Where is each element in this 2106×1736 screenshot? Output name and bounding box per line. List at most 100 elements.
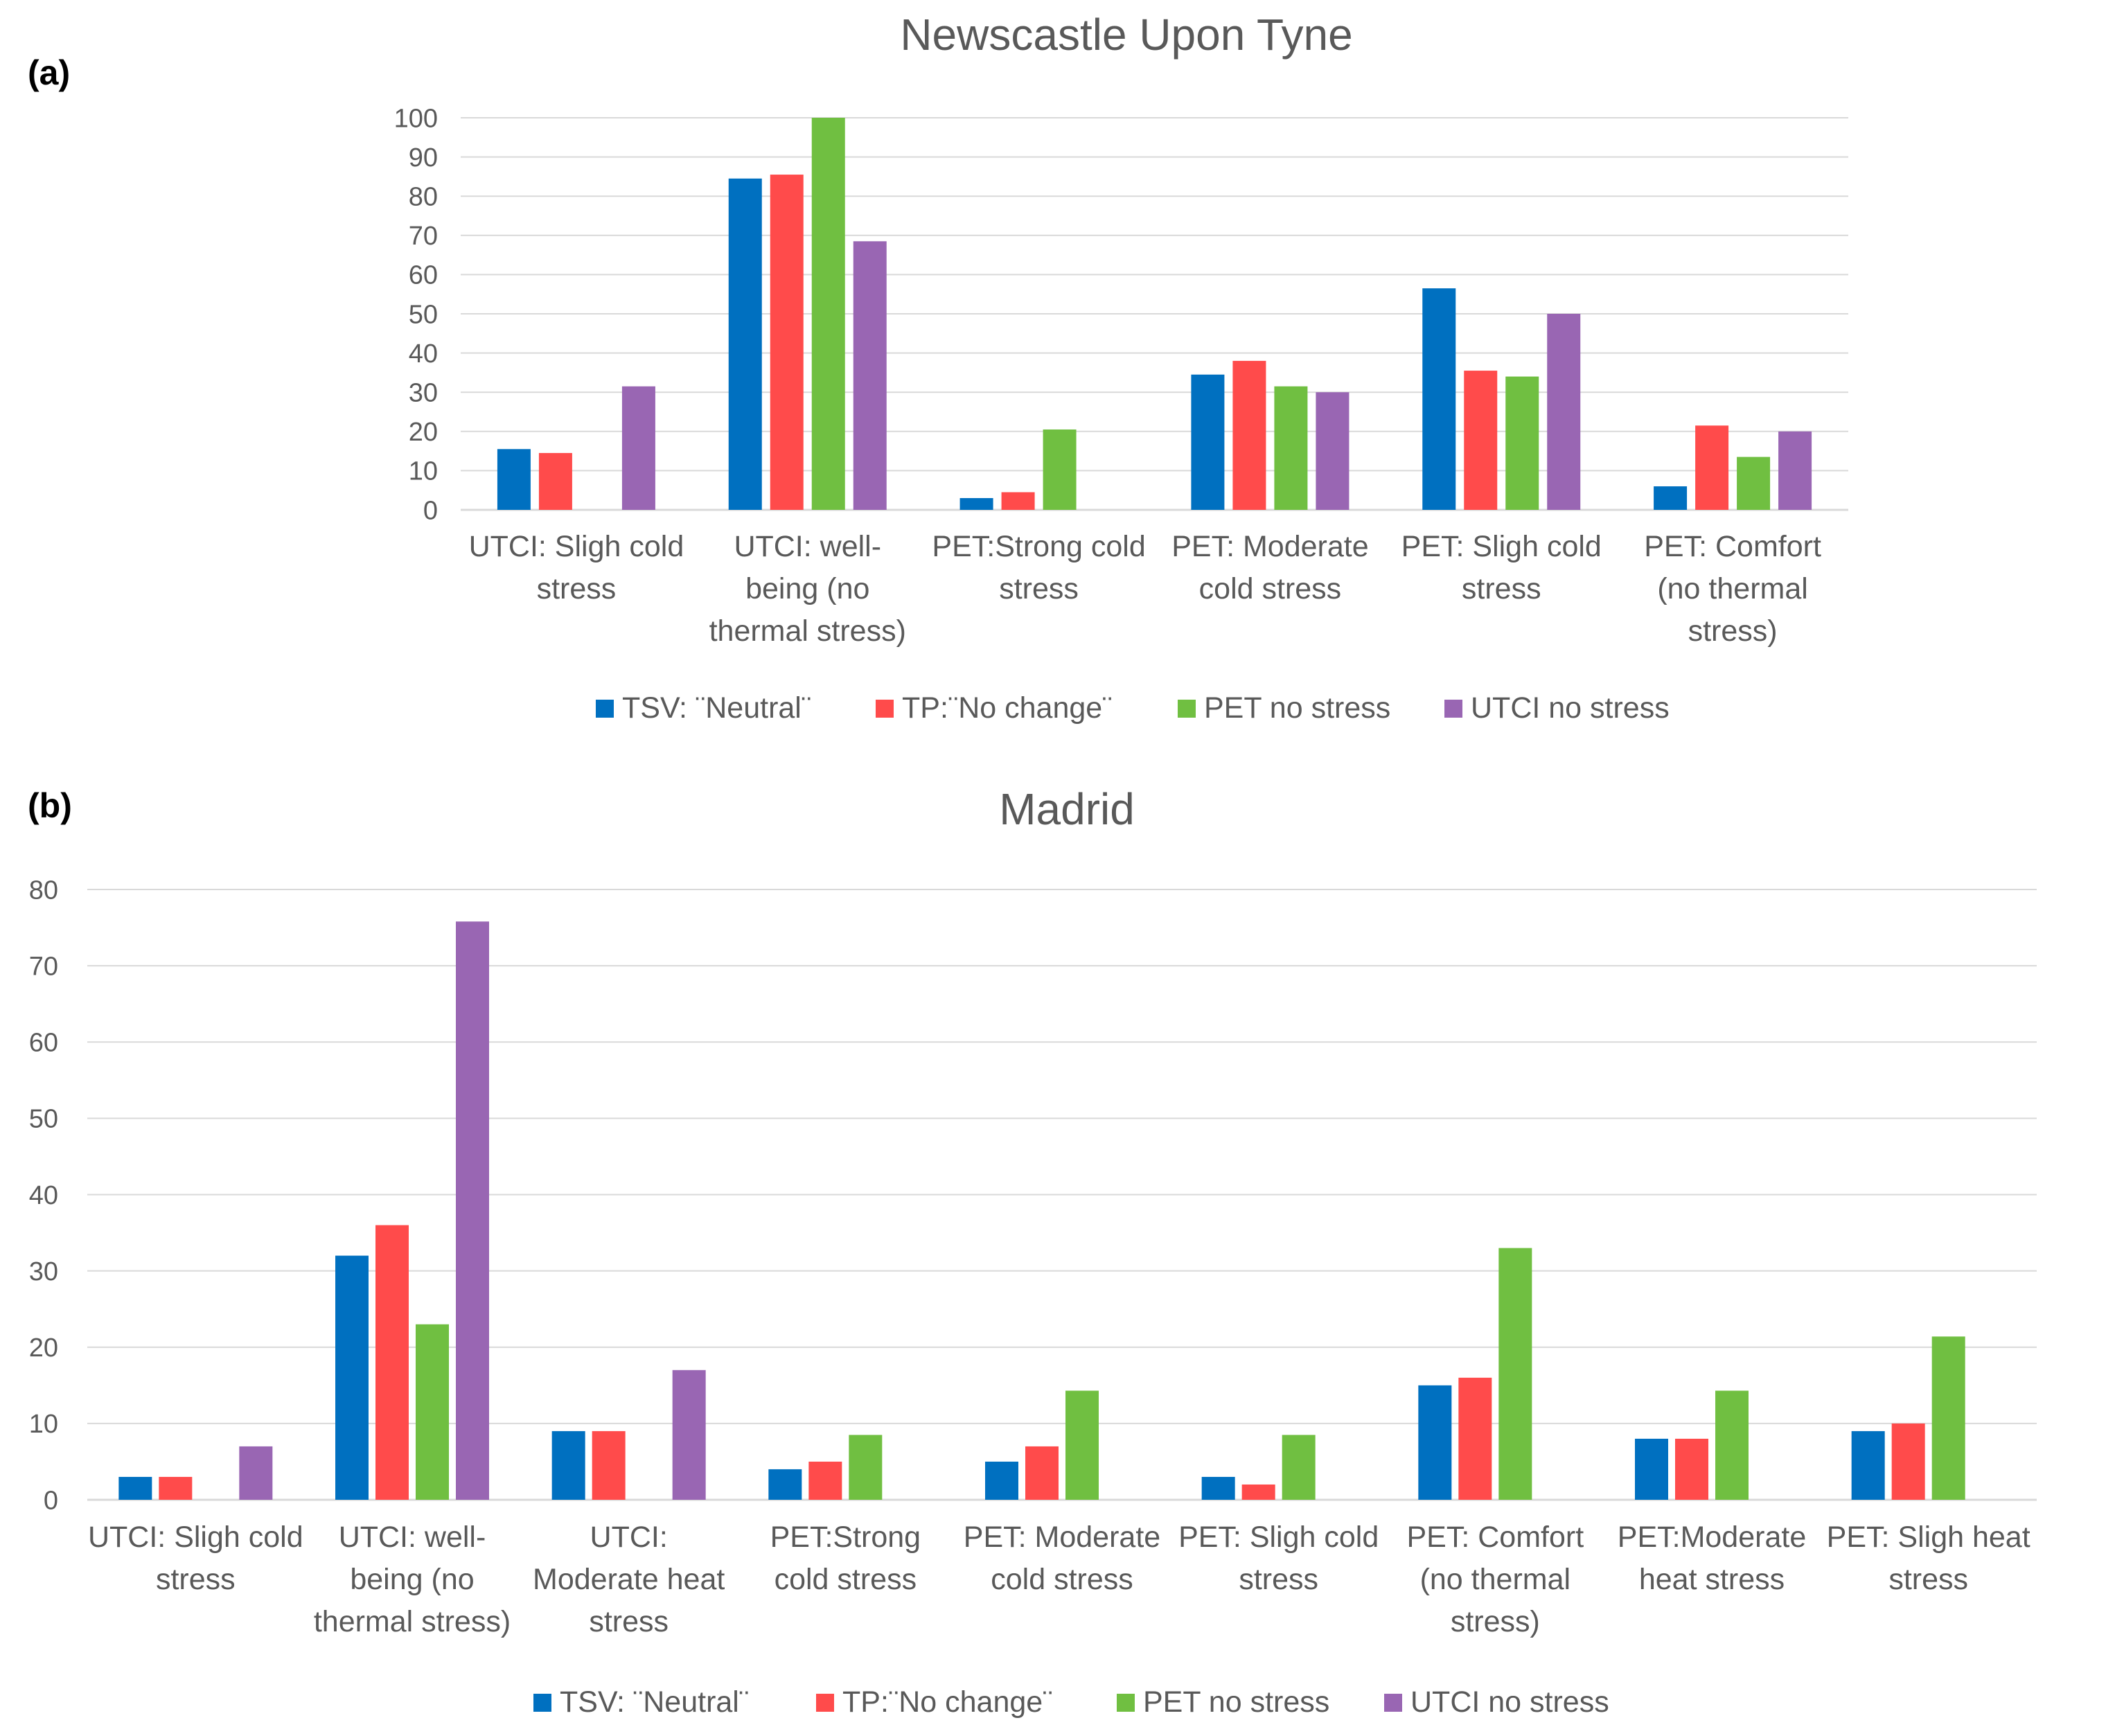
category-label-line: PET: Sligh heat [1827,1521,2030,1554]
legend-swatch [1178,700,1196,718]
chart-title-a: Newscastle Upon Tyne [900,10,1352,60]
category-label-line: stress [1239,1563,1318,1596]
legend-label: TSV: ¨Neutral¨ [622,691,811,725]
bar-utci-no-stress [1778,431,1812,510]
legend-label: PET no stress [1143,1685,1329,1719]
bar-tsv-neutral [768,1469,802,1500]
bar-tsv-neutral [497,449,531,510]
y-tick-label: 60 [29,1029,58,1058]
category-label-line: UTCI: well- [339,1521,486,1554]
legend-b: TSV: ¨Neutral¨ TP:¨No change¨ PET no stres… [533,1685,1609,1719]
category-label-line: PET: Sligh cold [1401,530,1602,563]
bar-tp-no-change [1241,1484,1275,1500]
bar-tp-no-change [1464,371,1498,510]
category-label: PET:Strong cold stress [770,1521,921,1596]
legend-label: UTCI no stress [1471,691,1670,725]
y-tick-label: 70 [409,222,438,251]
bars-a [497,118,1812,510]
bar-tsv-neutral [551,1431,585,1500]
y-tick-label: 80 [409,183,438,212]
category-label: PET: Sligh heat stress [1827,1521,2030,1596]
panel-label-b: (b) [28,786,72,825]
category-label-line: cold stress [991,1563,1133,1596]
bar-tp-no-change [159,1476,193,1500]
category-label: PET: Comfort (no thermal stress) [1406,1521,1584,1638]
bar-utci-no-stress [853,241,887,510]
category-label-line: UTCI: Sligh cold [88,1521,303,1554]
chart-newcastle: (a) Newscastle Upon Tyne 0 10 20 30 40 50 60 70… [28,10,1848,725]
y-tick-label: 60 [409,261,438,290]
y-tick-label: 10 [409,457,438,486]
y-tick-label: 40 [29,1181,58,1210]
panel-label-a: (a) [28,53,70,92]
bar-pet-no-stress [1282,1435,1316,1500]
bar-tp-no-change [1675,1438,1708,1500]
bar-tsv-neutral [1191,374,1225,510]
y-tick-label: 0 [423,496,438,525]
y-tick-label: 20 [409,418,438,447]
category-label-line: stress [1888,1563,1968,1596]
bar-pet-no-stress [1065,1390,1099,1500]
bar-tsv-neutral [1422,288,1456,510]
bar-pet-no-stress [811,118,845,510]
y-tick-label: 70 [29,952,58,981]
category-label-line: PET:Strong [770,1521,921,1554]
y-tick-labels-b: 0 10 20 30 40 50 60 70 80 [29,876,58,1515]
bar-tsv-neutral [118,1476,152,1500]
bar-tp-no-change [375,1225,409,1500]
bar-tp-no-change [1232,360,1266,510]
category-label-line: stress [999,572,1079,605]
y-tick-label: 50 [409,300,438,329]
bar-tsv-neutral [1201,1476,1235,1500]
y-tick-label: 20 [29,1334,58,1363]
category-label-line: thermal stress) [314,1605,511,1638]
category-labels-b: UTCI: Sligh cold stress UTCI: well-being (… [88,1521,2030,1638]
bar-utci-no-stress [239,1446,273,1500]
legend-swatch [533,1694,551,1712]
legend-swatch [596,700,614,718]
category-label-line: UTCI: [590,1521,668,1554]
category-label: PET: Sligh cold stress [1401,530,1602,605]
category-label-line: stress [156,1563,236,1596]
bar-tp-no-change [1001,492,1035,510]
bar-tsv-neutral [959,498,993,510]
category-label-line: stress) [1688,614,1778,648]
legend-swatch [1444,700,1462,718]
legend-swatch [1384,1694,1402,1712]
category-label: PET: Comfort (no thermal stress) [1644,530,1821,648]
category-label: UTCI: Sligh cold stress [469,530,684,605]
category-label-line: PET:Moderate [1618,1521,1806,1554]
bar-tsv-neutral [985,1461,1018,1500]
legend-swatch [1117,1694,1135,1712]
bar-pet-no-stress [1043,429,1077,510]
bar-tp-no-change [770,175,804,510]
bar-pet-no-stress [1505,376,1539,510]
y-tick-label: 50 [29,1105,58,1134]
y-tick-labels-a: 0 10 20 30 40 50 60 70 80 90 100 [394,104,438,525]
bar-utci-no-stress [1316,392,1350,510]
category-label: PET: Moderate cold stress [964,1521,1160,1596]
category-label-line: being (no [350,1563,474,1596]
legend-label: TSV: ¨Neutral¨ [560,1685,749,1719]
bar-tsv-neutral [1418,1385,1452,1500]
gridlines-b [87,889,2037,1501]
category-labels-a: UTCI: Sligh cold stress UTCI: well-being (… [469,530,1821,648]
legend-label: TP:¨No change¨ [902,691,1113,725]
bar-tp-no-change [808,1461,842,1500]
category-label: PET:Strong cold stress [932,530,1145,605]
bar-pet-no-stress [1715,1390,1749,1500]
category-label-line: stress [589,1605,669,1638]
legend-label: PET no stress [1204,691,1390,725]
category-label: UTCI: well-being (no thermal stress) [314,1521,511,1638]
category-label: PET:Moderate heat stress [1618,1521,1806,1596]
bar-tp-no-change [1695,425,1729,510]
chart-title-b: Madrid [999,784,1135,834]
category-label: PET: Sligh cold stress [1178,1521,1379,1596]
category-label-line: (no thermal [1420,1563,1570,1596]
gridlines-a [461,117,1848,511]
bar-pet-no-stress [1274,386,1308,510]
bar-utci-no-stress [456,921,489,1500]
category-label-line: stress [1462,572,1541,605]
y-tick-label: 90 [409,143,438,172]
category-label: UTCI: well-being (no thermal stress) [709,530,906,648]
